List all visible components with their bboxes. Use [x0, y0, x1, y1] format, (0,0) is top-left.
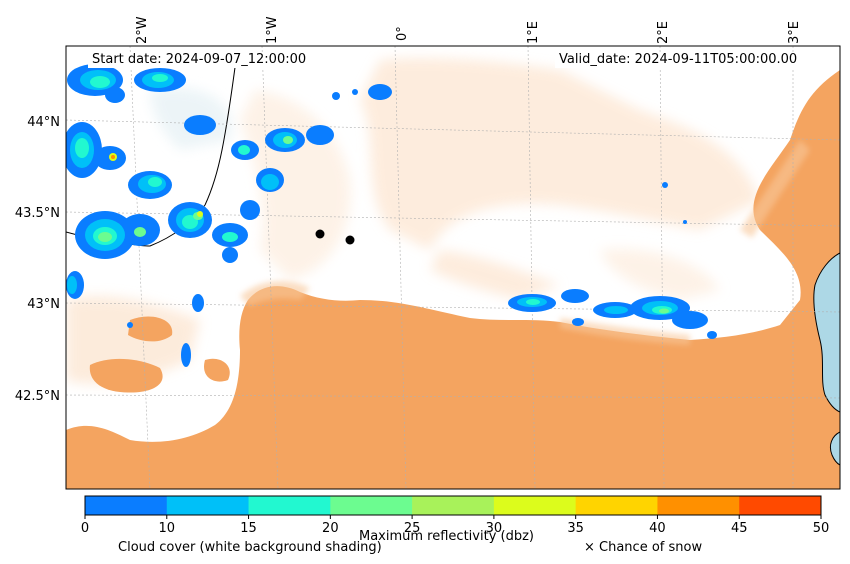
cloud-cover-caption: Cloud cover (white background shading) [118, 540, 382, 555]
colorbar-segment [739, 496, 822, 515]
sea-area-south [829, 431, 840, 466]
start-date-label: Start date: 2024-09-07_12:00:00 [88, 52, 311, 68]
colorbar-tick-label: 10 [158, 521, 176, 536]
lat-label-42-5n: 42.5°N [14, 389, 60, 404]
lat-label-43-5n: 43.5°N [14, 206, 60, 221]
station-marker-b [345, 235, 355, 245]
colorbar [84, 495, 822, 519]
colorbar-tick-label: 50 [812, 521, 830, 536]
reflectivity-cells-east [508, 289, 717, 339]
colorbar-tick-label: 45 [730, 521, 748, 536]
colorbar-segment [248, 496, 331, 515]
colorbar-segment [85, 496, 168, 515]
colorbar-segment [412, 496, 495, 515]
reflectivity-caption: Maximum reflectivity (dbz) [359, 529, 534, 544]
colorbar-tick-label: 40 [649, 521, 666, 536]
map-frame [65, 45, 841, 490]
lon-label-1w: 1°W [265, 16, 280, 44]
dense-cloud-mass [66, 70, 840, 489]
colorbar-tick-label: 30 [485, 521, 503, 536]
colorbar-segment [493, 496, 577, 515]
sea-area [813, 252, 840, 413]
station-marker-a [315, 229, 325, 239]
colorbar-tick-label: 35 [567, 521, 584, 536]
reflectivity-cells-northwest [66, 64, 687, 367]
snow-caption: × Chance of snow [584, 540, 703, 555]
lon-label-0: 0° [395, 26, 410, 41]
colorbar-tick-label: 15 [240, 521, 257, 536]
colorbar-tick-label: 0 [80, 521, 90, 536]
colorbar-segment [657, 496, 740, 515]
lon-label-1e: 1°E [526, 21, 541, 44]
lon-label-3e: 3°E [787, 21, 802, 44]
colorbar-segment [575, 496, 658, 515]
lon-label-2e: 2°E [656, 21, 671, 44]
lat-label-44n: 44°N [27, 115, 60, 130]
colorbar-segment [330, 496, 413, 515]
colorbar-tick-label: 25 [403, 521, 421, 536]
colorbar-segment [166, 496, 250, 515]
lat-label-43n: 43°N [27, 297, 60, 312]
colorbar-frame [84, 495, 822, 516]
lon-label-2w: 2°W [135, 16, 150, 44]
colorbar-tick-label: 20 [322, 521, 339, 536]
valid-date-label: Valid_date: 2024-09-11T05:00:00.00 [555, 52, 802, 68]
